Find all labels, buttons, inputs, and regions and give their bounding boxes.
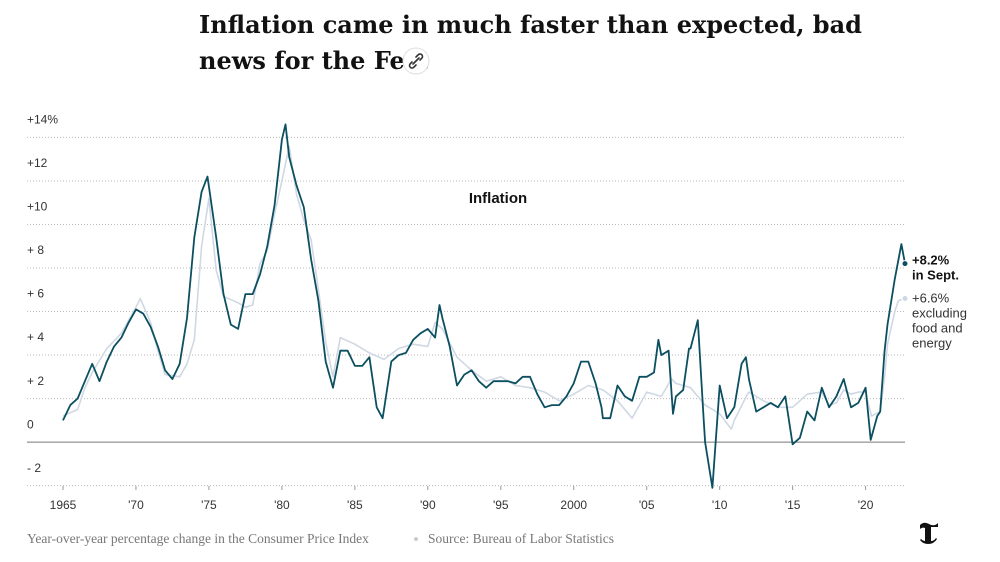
x-tick-label: '85 — [347, 498, 363, 512]
x-tick-label: '05 — [639, 498, 655, 512]
series-line — [62, 123, 906, 489]
x-tick-label: '90 — [420, 498, 436, 512]
caption: Year-over-year percentage change in the … — [27, 531, 369, 546]
end-note: food and — [912, 320, 963, 335]
nyt-logo — [918, 522, 940, 544]
source: Source: Bureau of Labor Statistics — [428, 531, 614, 546]
x-tick-label: '10 — [712, 498, 728, 512]
x-tick-label: '95 — [493, 498, 509, 512]
end-label: +6.6% — [912, 290, 950, 305]
y-tick-label: +12 — [27, 156, 48, 170]
y-tick-label: - 2 — [27, 461, 41, 475]
series-line — [62, 145, 906, 430]
y-tick-label: + 2 — [27, 374, 44, 388]
end-label: +8.2% — [912, 253, 950, 268]
chart-title: Inflation came in much faster than expec… — [199, 10, 862, 75]
y-tick-label: +10 — [27, 200, 48, 214]
x-tick-label: '15 — [785, 498, 801, 512]
end-note: energy — [912, 335, 952, 350]
x-tick-label: '80 — [274, 498, 290, 512]
y-tick-label: +14% — [27, 113, 58, 127]
end-dot — [901, 260, 909, 268]
end-note: excluding — [912, 305, 967, 320]
y-tick-label: + 8 — [27, 243, 44, 257]
x-tick-label: '75 — [201, 498, 217, 512]
chart-label: Inflation — [469, 190, 527, 207]
x-tick-label: '70 — [128, 498, 144, 512]
x-tick-label: '20 — [858, 498, 874, 512]
end-dot — [901, 294, 909, 302]
y-tick-label: 0 — [27, 417, 34, 431]
x-tick-label: 1965 — [50, 498, 77, 512]
y-tick-label: + 4 — [27, 330, 44, 344]
y-tick-label: + 6 — [27, 287, 44, 301]
link-icon[interactable] — [402, 47, 430, 75]
x-tick-label: 2000 — [560, 498, 587, 512]
end-note: in Sept. — [912, 268, 959, 283]
